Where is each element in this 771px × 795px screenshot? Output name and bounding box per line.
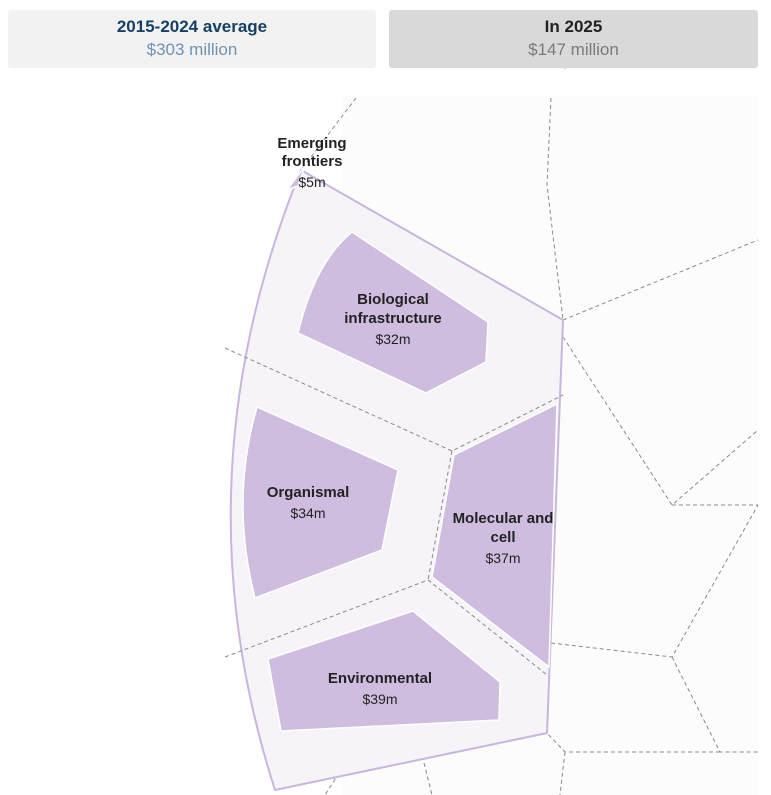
bg-line xyxy=(559,751,566,795)
boundary-line xyxy=(427,450,453,581)
bg-line xyxy=(562,336,759,506)
value-biological-infrastructure: $32m xyxy=(375,331,410,347)
label-organismal: Organismal xyxy=(267,484,350,501)
boundary-line xyxy=(224,579,548,676)
value-organismal: $34m xyxy=(290,505,325,521)
tab-2025-title: In 2025 xyxy=(544,17,603,36)
value-emerging-frontiers: $5m xyxy=(298,174,325,190)
boundary-line xyxy=(224,347,564,452)
sector-dashed-boundaries xyxy=(224,347,564,676)
label-biological-infrastructure-line2: infrastructure xyxy=(344,310,442,327)
bg-line xyxy=(546,97,564,321)
cell-labels: Emerging frontiers $5m Biological infras… xyxy=(267,135,554,707)
value-environmental: $39m xyxy=(362,691,397,707)
label-biological-infrastructure-line1: Biological xyxy=(357,291,429,308)
tab-2015-2024-value: $303 million xyxy=(146,40,238,59)
background-dashed-lines xyxy=(300,97,759,795)
label-environmental: Environmental xyxy=(328,670,432,687)
label-molecular-and-cell-line1: Molecular and xyxy=(453,510,554,527)
active-tab-pointer xyxy=(554,58,576,70)
label-emerging-frontiers-line2: frontiers xyxy=(282,153,343,170)
cell-biological-infrastructure[interactable] xyxy=(297,231,489,394)
bg-line xyxy=(562,239,759,321)
tab-2015-2024-title: 2015-2024 average xyxy=(116,17,268,36)
value-molecular-and-cell: $37m xyxy=(485,550,520,566)
cell-organismal[interactable] xyxy=(242,405,399,599)
bg-line xyxy=(423,762,433,795)
tab-2015-2024-average[interactable]: 2015-2024 average $303 million xyxy=(8,10,376,68)
bg-line xyxy=(300,97,357,171)
cell-environmental[interactable] xyxy=(267,610,501,732)
data-cells xyxy=(242,165,558,732)
bg-line xyxy=(324,772,340,795)
label-emerging-frontiers-line1: Emerging xyxy=(277,135,346,152)
label-molecular-and-cell-line2: cell xyxy=(490,529,515,546)
comparison-tabs: 2015-2024 average $303 million In 2025 $… xyxy=(8,10,758,68)
tab-2025[interactable]: In 2025 $147 million xyxy=(389,10,758,68)
cell-molecular-and-cell[interactable] xyxy=(431,402,558,669)
tab-2025-value: $147 million xyxy=(528,40,619,59)
cell-emerging-frontiers[interactable] xyxy=(284,165,306,192)
